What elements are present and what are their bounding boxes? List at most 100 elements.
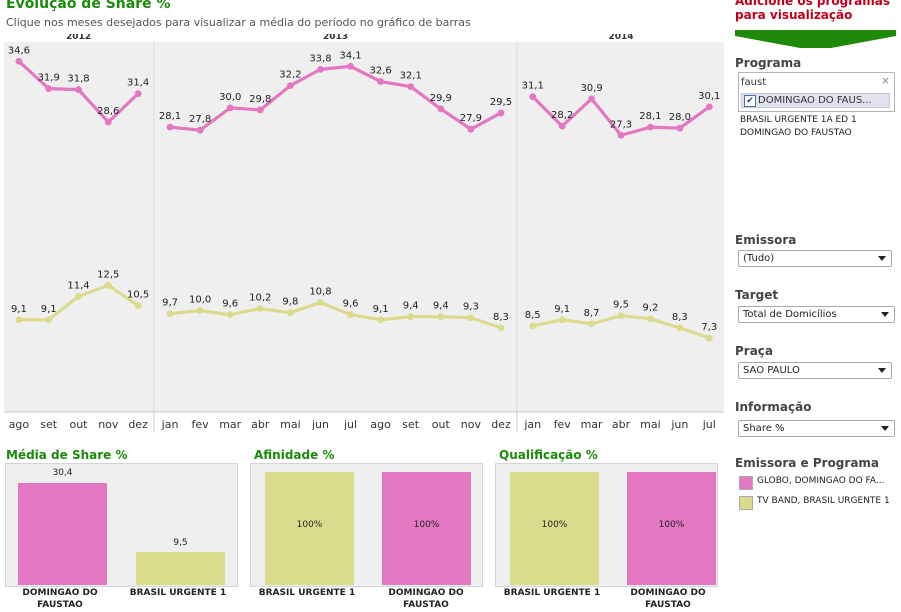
emissora-select[interactable]: (Tudo) (738, 250, 892, 267)
data-point[interactable] (286, 309, 294, 317)
data-point[interactable] (286, 82, 294, 89)
data-point[interactable] (166, 310, 174, 318)
data-point[interactable] (104, 118, 112, 126)
data-point[interactable] (15, 316, 23, 324)
bar-brasil-urgente[interactable] (510, 472, 599, 585)
data-point[interactable] (558, 122, 566, 130)
month-tick-label[interactable]: set (402, 418, 419, 431)
chevron-down-icon (878, 256, 886, 261)
month-tick-label[interactable]: out (69, 418, 88, 431)
data-point[interactable] (497, 324, 505, 332)
data-point[interactable] (347, 62, 354, 70)
month-tick-label[interactable]: jun (670, 418, 688, 431)
data-point[interactable] (196, 307, 204, 315)
informacao-select[interactable]: Share % (738, 420, 895, 437)
programa-search-input[interactable]: faust (741, 77, 767, 88)
month-tick-label[interactable]: abr (612, 418, 631, 431)
data-point[interactable] (617, 312, 625, 320)
data-point[interactable] (676, 124, 684, 132)
bar-domingao[interactable] (382, 472, 471, 585)
year-label: 2012 (66, 34, 91, 42)
data-point[interactable] (588, 320, 595, 328)
month-tick-label[interactable]: jan (523, 418, 541, 431)
checkbox-checked-icon[interactable]: ✔ (744, 95, 756, 107)
month-tick-label[interactable]: fev (192, 418, 210, 431)
data-point[interactable] (467, 125, 475, 133)
data-point[interactable] (437, 313, 445, 321)
data-point[interactable] (588, 95, 595, 103)
month-tick-label[interactable]: dez (128, 418, 148, 431)
month-tick-label[interactable]: set (40, 418, 57, 431)
data-point[interactable] (437, 105, 445, 113)
data-point[interactable] (617, 131, 625, 139)
data-point[interactable] (256, 305, 264, 313)
month-tick-label[interactable]: nov (461, 418, 482, 431)
chevron-down-icon (878, 368, 886, 373)
month-tick-label[interactable]: fev (554, 418, 572, 431)
praca-select[interactable]: SAO PAULO (738, 362, 892, 379)
data-point[interactable] (134, 302, 142, 309)
data-point[interactable] (347, 311, 354, 319)
bar-brasil-urgente[interactable] (265, 472, 354, 585)
data-point[interactable] (15, 57, 23, 65)
data-point[interactable] (45, 316, 53, 324)
data-point[interactable] (529, 93, 537, 101)
data-point[interactable] (317, 299, 324, 306)
legend-swatch-pink[interactable] (739, 476, 753, 490)
data-point[interactable] (647, 315, 654, 323)
data-label: 8,5 (525, 310, 541, 321)
month-tick-label[interactable]: mar (581, 418, 603, 431)
bar-value-label: 9,5 (173, 538, 188, 548)
month-tick-label[interactable]: mai (640, 418, 661, 431)
legend-item-globo[interactable]: GLOBO, DOMINGAO DO FA... (757, 476, 885, 486)
clear-icon[interactable]: × (880, 74, 890, 87)
chevron-down-icon (881, 426, 889, 431)
month-tick-label[interactable]: ago (370, 418, 391, 431)
data-point[interactable] (256, 106, 264, 114)
data-point[interactable] (45, 85, 53, 93)
data-point[interactable] (377, 78, 385, 85)
data-point[interactable] (705, 103, 713, 111)
data-point[interactable] (705, 334, 713, 342)
month-tick-label[interactable]: abr (251, 418, 270, 431)
data-point[interactable] (467, 314, 475, 322)
programa-checked-item[interactable]: ✔ DOMINGAO DO FAUS... (741, 93, 890, 108)
data-point[interactable] (196, 126, 204, 134)
data-point[interactable] (647, 123, 654, 131)
data-point[interactable] (317, 65, 324, 73)
bar-domingao[interactable] (18, 483, 107, 585)
month-tick-label[interactable]: jan (161, 418, 179, 431)
month-tick-label[interactable]: mai (280, 418, 301, 431)
data-point[interactable] (75, 293, 82, 300)
data-point[interactable] (529, 322, 537, 330)
data-point[interactable] (407, 83, 415, 91)
data-point[interactable] (134, 90, 142, 98)
month-tick-label[interactable]: jul (343, 418, 357, 431)
bar-brasil-urgente[interactable] (136, 552, 225, 585)
month-tick-label[interactable]: out (432, 418, 451, 431)
month-tick-label[interactable]: nov (98, 418, 119, 431)
target-value: Total de Domicílios (743, 309, 837, 320)
data-label: 10,5 (127, 290, 149, 301)
data-point[interactable] (75, 86, 82, 94)
data-label: 30,1 (698, 91, 720, 102)
month-tick-label[interactable]: jul (702, 418, 716, 431)
bar-domingao[interactable] (627, 472, 716, 585)
data-point[interactable] (407, 313, 415, 321)
legend-item-band[interactable]: TV BAND, BRASIL URGENTE 1 (757, 496, 890, 506)
data-point[interactable] (377, 316, 385, 324)
data-point[interactable] (676, 324, 684, 332)
month-tick-label[interactable]: dez (491, 418, 511, 431)
data-point[interactable] (497, 109, 505, 117)
target-select[interactable]: Total de Domicílios (738, 306, 895, 323)
page-title: Evolução de Share % (6, 0, 171, 12)
data-point[interactable] (104, 281, 112, 289)
month-tick-label[interactable]: ago (9, 418, 30, 431)
data-point[interactable] (226, 104, 234, 112)
data-point[interactable] (558, 316, 566, 324)
data-point[interactable] (166, 123, 174, 131)
month-tick-label[interactable]: mar (219, 418, 241, 431)
data-point[interactable] (226, 311, 234, 319)
month-tick-label[interactable]: jun (311, 418, 329, 431)
legend-swatch-yellow[interactable] (739, 496, 753, 510)
